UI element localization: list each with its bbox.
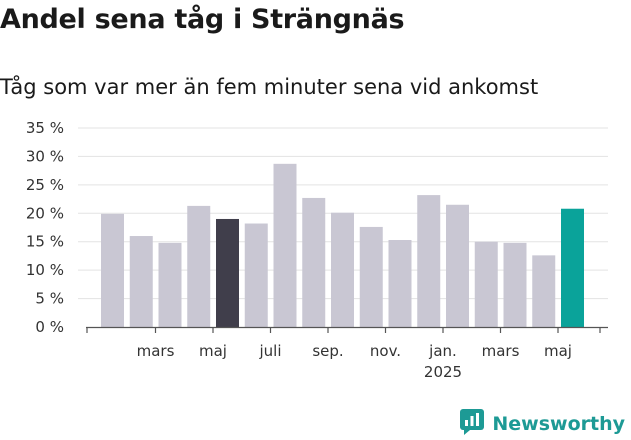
bar-2024-02 [101, 213, 124, 327]
bar-2024-06 [216, 218, 239, 327]
newsworthy-logo-icon [459, 408, 485, 440]
bar-2024-03 [129, 236, 153, 327]
bar-2025-03 [474, 241, 498, 327]
x-tick-label: mars [482, 342, 520, 360]
x-axis [86, 326, 608, 333]
chart-title: Andel sena tåg i Strängnäs [0, 4, 405, 35]
bar-2024-11 [359, 226, 383, 327]
bar-2025-06 [561, 208, 584, 327]
y-tick-label: 15 % [26, 233, 64, 251]
y-tick-label: 25 % [26, 176, 64, 194]
brand: Newsworthy [459, 408, 625, 440]
bar-2025-05 [532, 255, 556, 327]
y-tick-label: 10 % [26, 261, 64, 279]
y-axis-tick-labels: 0 % 5 % 10 % 15 % 20 % 25 % 30 % 35 % [26, 119, 64, 336]
bar-2024-09 [302, 197, 326, 327]
x-tick-label: nov. [370, 342, 401, 360]
x-tick-label: juli [258, 342, 281, 360]
bars [101, 163, 584, 327]
y-tick-label: 5 % [35, 290, 64, 308]
bar-2024-08 [273, 163, 297, 327]
y-tick-label: 30 % [26, 147, 64, 165]
x-tick-year-label: 2025 [424, 363, 462, 381]
x-tick-label: maj [544, 342, 572, 360]
bar-2025-02 [446, 204, 469, 327]
x-tick-label: maj [199, 342, 227, 360]
y-tick-label: 0 % [35, 318, 64, 336]
x-tick-label: jan. [428, 342, 457, 360]
bar-2025-01 [417, 195, 441, 327]
y-tick-label: 20 % [26, 204, 64, 222]
bar-2024-07 [244, 223, 268, 327]
bar-2025-04 [503, 242, 527, 327]
x-axis-tick-labels: mars maj juli sep. nov. jan. 2025 mars maj [137, 342, 572, 381]
bar-2024-04 [158, 242, 182, 327]
x-tick-label: mars [137, 342, 175, 360]
bar-2024-10 [331, 212, 354, 327]
brand-name: Newsworthy [492, 413, 625, 435]
bar-2024-05 [187, 205, 211, 327]
bar-2024-12 [388, 240, 412, 327]
y-tick-label: 35 % [26, 119, 64, 137]
x-tick-label: sep. [312, 342, 343, 360]
chart-subtitle: Tåg som var mer än fem minuter sena vid … [0, 75, 539, 99]
